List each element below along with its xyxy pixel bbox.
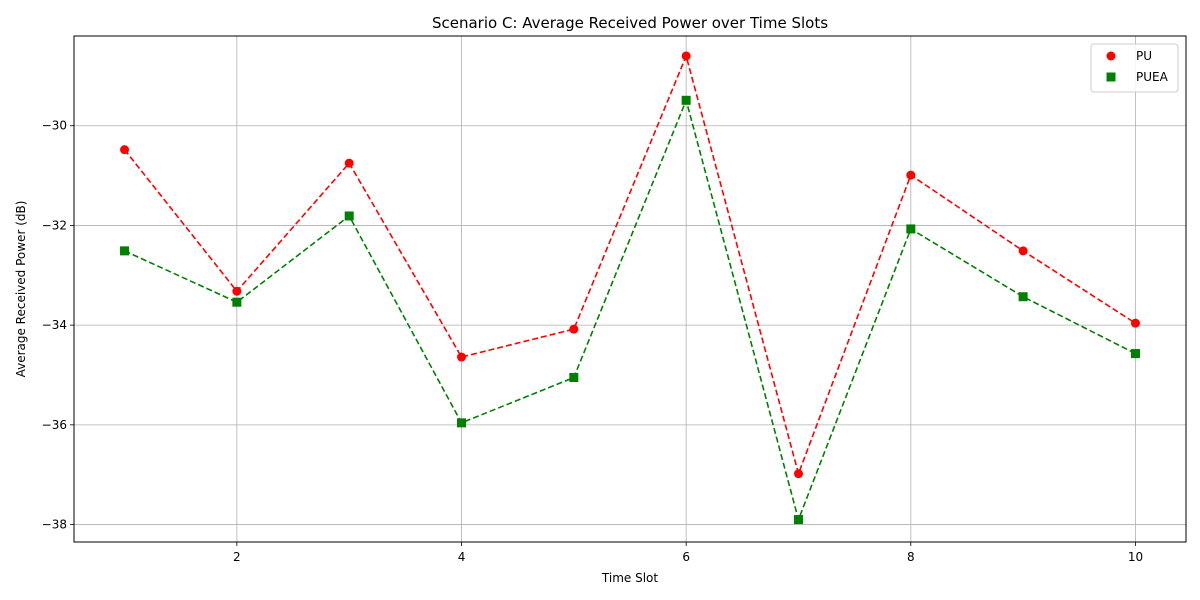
- series-line: [123, 53, 1136, 477]
- legend-box: [1090, 43, 1179, 93]
- data-point: [457, 352, 467, 362]
- legend-marker: [1106, 72, 1116, 82]
- x-tick-label: 4: [458, 550, 466, 564]
- series-pu: [120, 51, 1140, 479]
- data-point: [120, 246, 130, 256]
- data-point: [457, 418, 467, 428]
- data-point: [1130, 349, 1140, 359]
- series-puea: [120, 95, 1140, 525]
- y-tick-label: −38: [42, 518, 67, 532]
- legend-item-puea: PUEA: [1106, 70, 1169, 84]
- data-point: [1130, 318, 1140, 328]
- grid: [74, 36, 1186, 542]
- y-axis-label: Average Received Power (dB): [14, 201, 28, 378]
- data-point: [120, 145, 130, 155]
- y-tick-label: −30: [42, 119, 67, 133]
- data-point: [906, 224, 916, 234]
- data-point: [681, 51, 691, 61]
- data-point: [1018, 246, 1028, 256]
- ticks: 2 4 6 8 10 −38 −36 −34 −32 −30: [42, 119, 1143, 564]
- data-point: [906, 170, 916, 180]
- data-point: [793, 469, 803, 479]
- data-point: [793, 515, 803, 525]
- legend: PU PUEA: [1090, 43, 1179, 93]
- legend-marker: [1106, 51, 1116, 61]
- data-point: [569, 372, 579, 382]
- x-axis-label: Time Slot: [601, 571, 658, 585]
- series-line: [124, 97, 1136, 523]
- data-point: [232, 297, 242, 307]
- y-tick-label: −36: [42, 418, 67, 432]
- plot-frame: [73, 35, 1187, 543]
- data-point: [569, 324, 579, 334]
- legend-label: PUEA: [1136, 70, 1169, 84]
- legend-item-pu: PU: [1106, 49, 1152, 63]
- y-tick-label: −32: [42, 218, 67, 232]
- data-point: [1018, 292, 1028, 302]
- x-tick-label: 10: [1128, 550, 1143, 564]
- legend-label: PU: [1136, 49, 1152, 63]
- data-point: [344, 211, 354, 221]
- data-point: [344, 158, 354, 168]
- x-tick-label: 6: [682, 550, 690, 564]
- series-layer: [120, 51, 1140, 525]
- x-tick-label: 8: [907, 550, 915, 564]
- y-tick-label: −34: [42, 318, 67, 332]
- data-point: [232, 286, 242, 296]
- data-point: [681, 95, 691, 105]
- chart-title: Scenario C: Average Received Power over …: [432, 14, 828, 32]
- x-tick-label: 2: [233, 550, 241, 564]
